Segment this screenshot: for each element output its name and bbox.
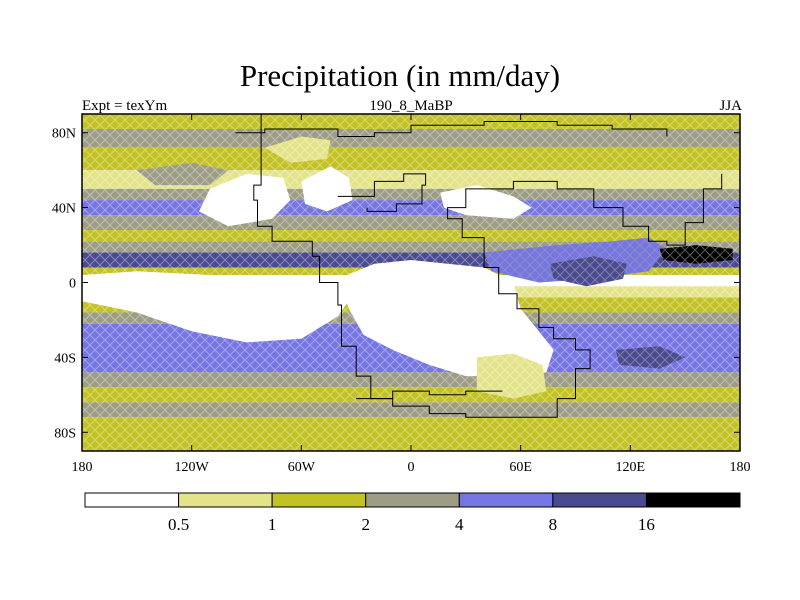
coastlines (235, 114, 723, 418)
colorbar-level-label: 16 (638, 515, 655, 534)
colorbar-swatch-4 (458, 492, 554, 508)
colorbar: 0.5 1 2 4 8 16 (84, 492, 741, 534)
colorbar-level-label: 1 (268, 515, 277, 534)
colorbar-swatch-5 (552, 492, 647, 508)
colorbar-swatch-1 (178, 492, 273, 508)
y-tick-label: 40S (54, 351, 76, 366)
y-tick-label: 80S (54, 426, 76, 441)
season-label: JJA (719, 98, 742, 114)
x-tick-label: 0 (408, 460, 415, 475)
map-title: Precipitation (in mm/day) (239, 58, 561, 93)
coastline-3 (337, 173, 427, 212)
y-tick-label: 80N (52, 127, 76, 142)
longitude-axis: 180 120W 60W 0 60E 120E 180 (72, 114, 751, 475)
coastline-0 (253, 114, 723, 418)
coastline-2 (356, 390, 503, 400)
colorbar-swatch-6 (645, 492, 741, 508)
x-tick-label: 60W (288, 460, 316, 475)
experiment-label: Expt = texYm (82, 98, 168, 114)
x-tick-label: 180 (730, 460, 751, 475)
colorbar-level-label: 0.5 (168, 515, 189, 534)
hatch-overlay (82, 114, 740, 451)
y-tick-label: 40N (52, 202, 76, 217)
colorbar-swatch-3 (365, 492, 460, 508)
colorbar-swatch-2 (271, 492, 367, 508)
colorbar-level-label: 4 (455, 515, 464, 534)
x-tick-label: 120W (175, 460, 210, 475)
colorbar-swatch-0 (84, 492, 180, 508)
time-label: 190_8_MaBP (369, 98, 453, 114)
colorbar-level-label: 8 (549, 515, 558, 534)
x-tick-label: 60E (509, 460, 532, 475)
x-tick-label: 180 (72, 460, 93, 475)
x-tick-label: 120E (616, 460, 646, 475)
coastline-1 (235, 121, 668, 137)
colorbar-level-label: 2 (361, 515, 370, 534)
y-tick-label: 0 (69, 277, 76, 292)
latitude-axis: 80N 40N 0 40S 80S (52, 127, 740, 441)
map-field (82, 114, 740, 451)
